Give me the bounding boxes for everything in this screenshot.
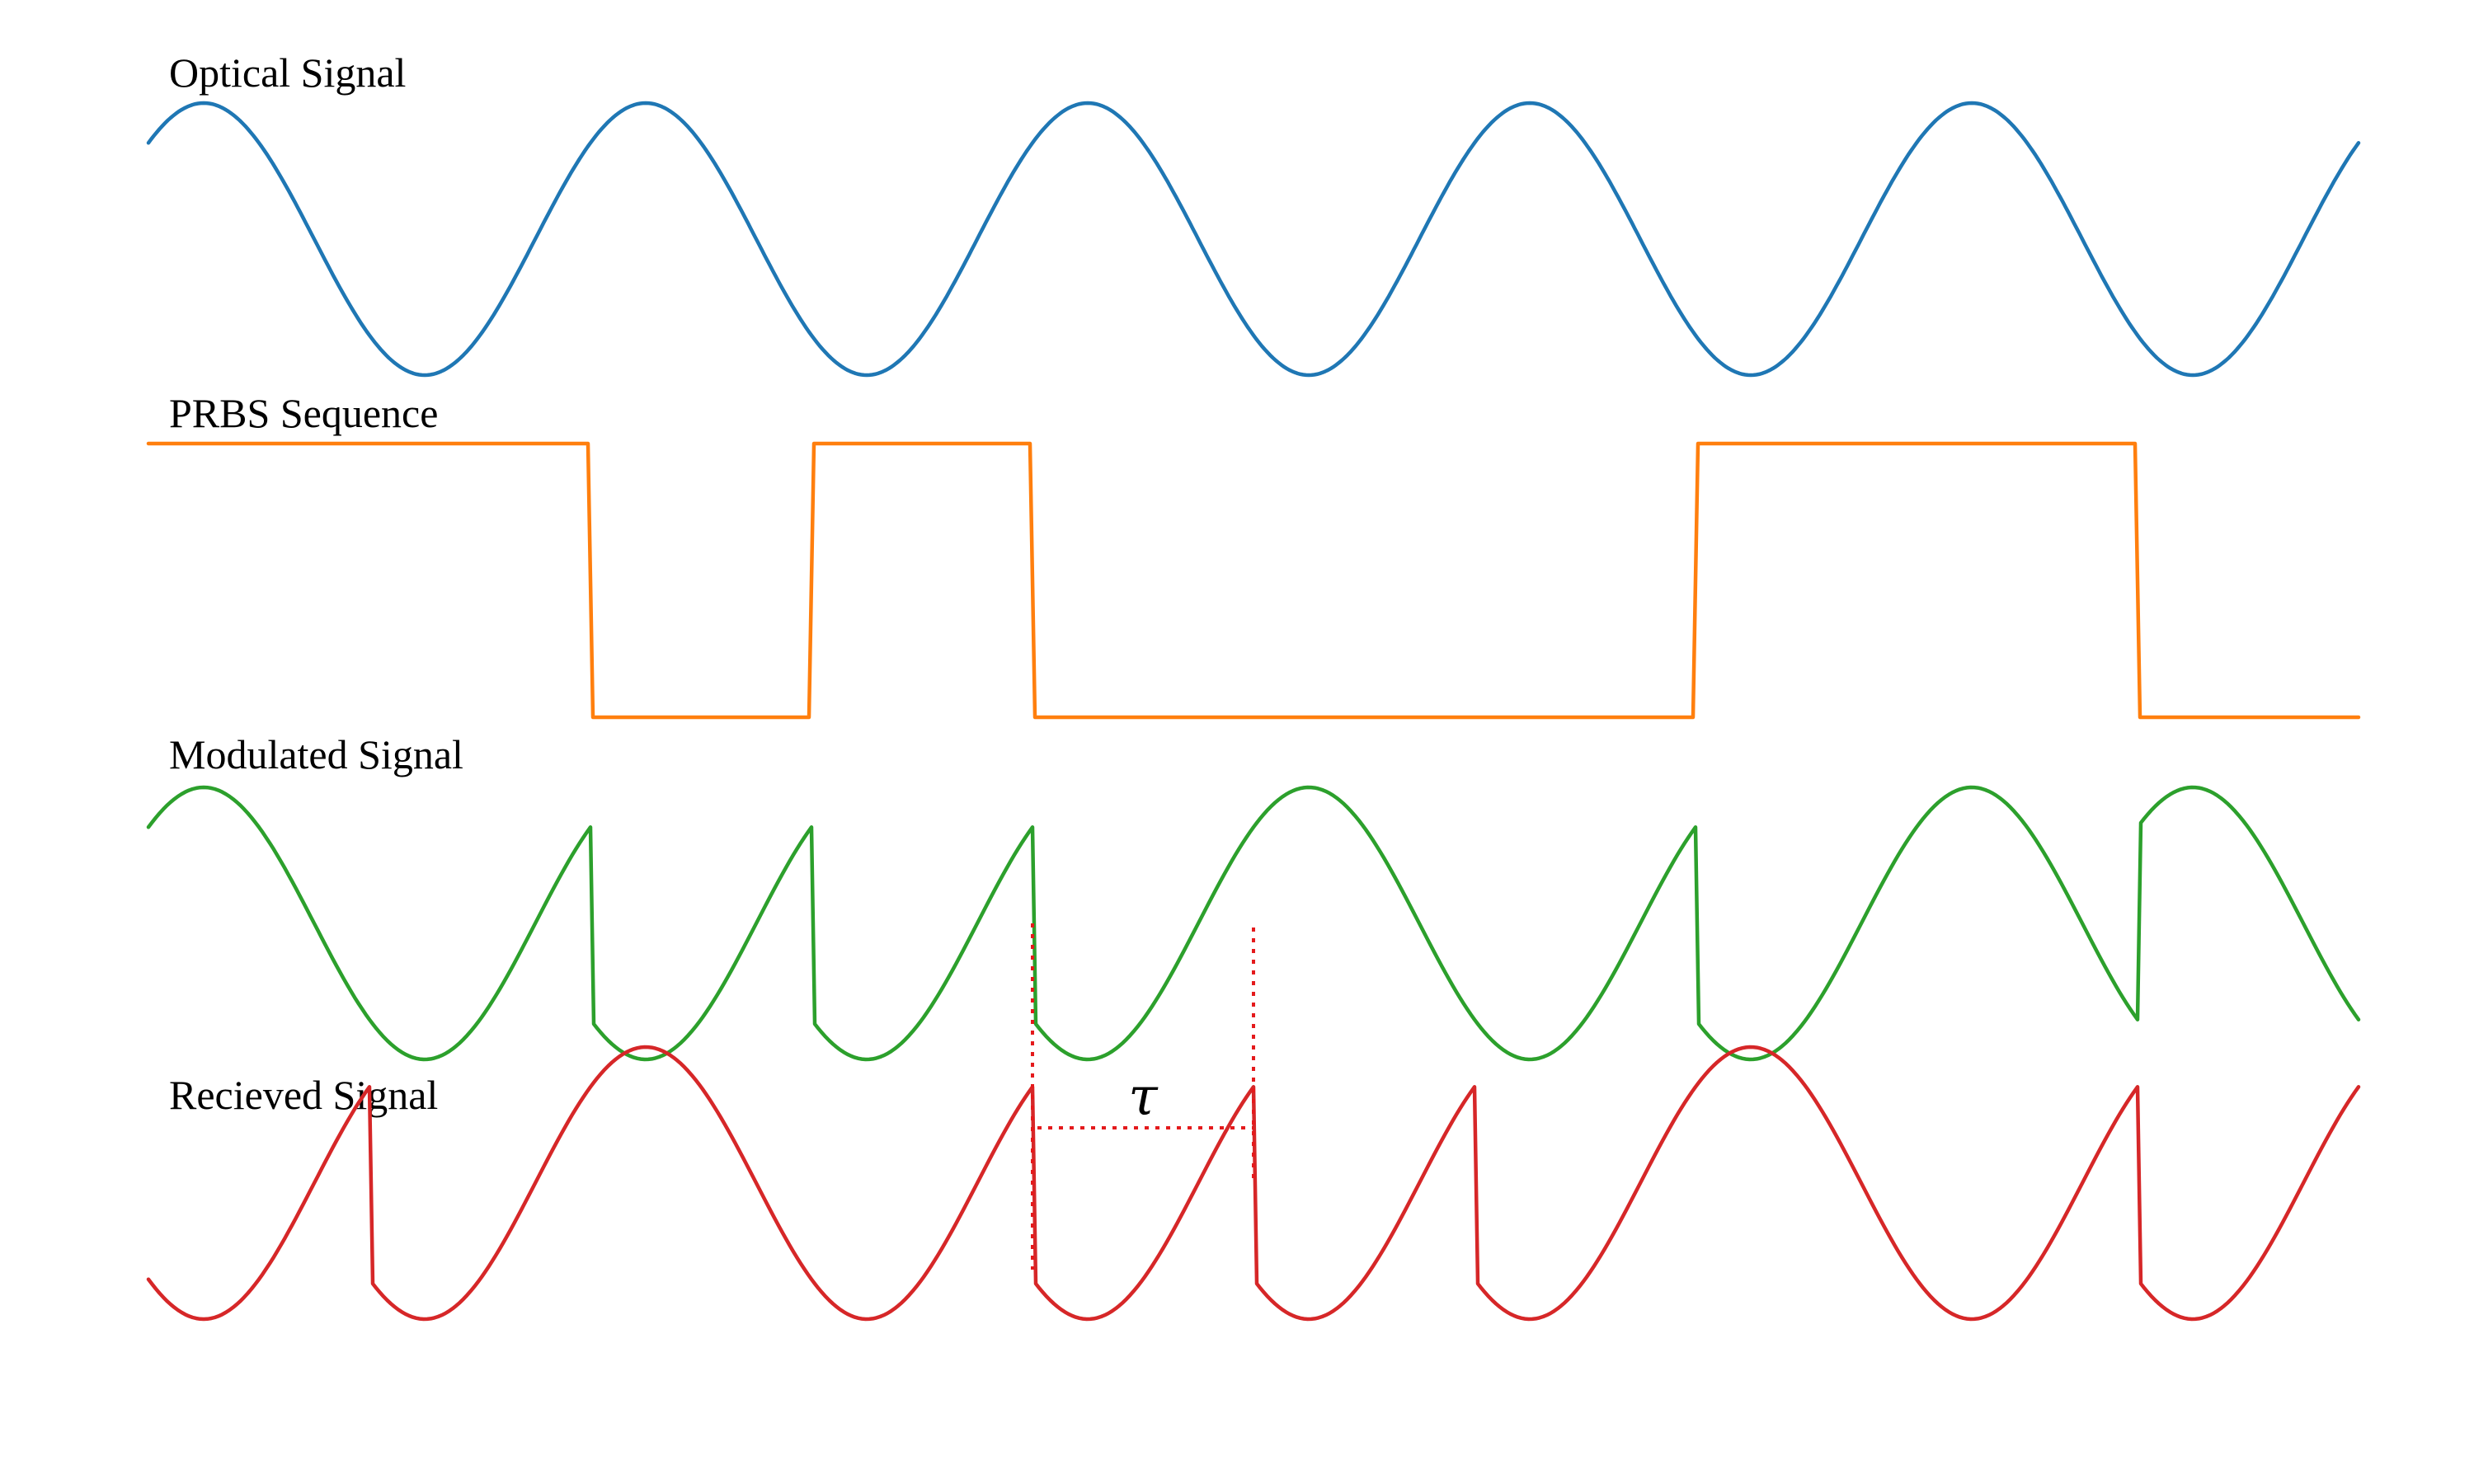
prbs-sequence-label: PRBS Sequence xyxy=(169,390,438,436)
modulated-signal-label: Modulated Signal xyxy=(169,731,463,777)
received-signal-label: Recieved Signal xyxy=(169,1072,438,1118)
prbs-sequence-waveform xyxy=(146,441,2361,720)
optical-signal-waveform xyxy=(146,101,2361,378)
modulated-signal-waveform xyxy=(146,785,2361,1062)
received-signal-waveform xyxy=(146,1045,2361,1322)
delay-tau-label: τ xyxy=(1128,1067,1159,1128)
optical-signal-label: Optical Signal xyxy=(169,49,406,96)
